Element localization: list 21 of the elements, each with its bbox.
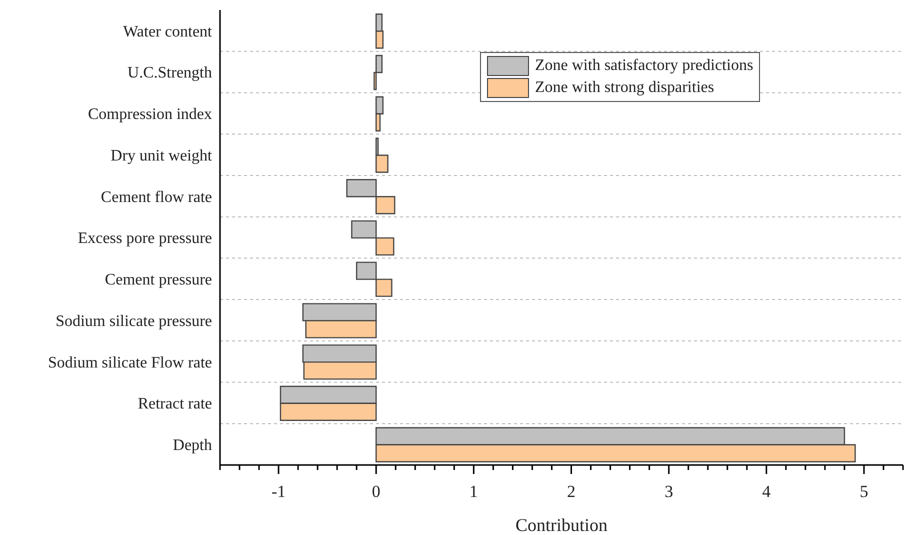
x-tick-label: 2 bbox=[567, 482, 576, 501]
y-tick-label: U.C.Strength bbox=[128, 64, 212, 82]
x-tick-label: 3 bbox=[664, 482, 674, 501]
y-tick-label: Sodium silicate pressure bbox=[56, 312, 212, 330]
y-tick-label: Cement pressure bbox=[104, 272, 212, 289]
y-tick-label: Cement flow rate bbox=[100, 188, 212, 206]
x-tick-label: 1 bbox=[469, 482, 478, 501]
x-tick-label: -1 bbox=[271, 482, 286, 501]
x-tick-label: 4 bbox=[762, 482, 772, 501]
y-tick-label: Retract rate bbox=[138, 396, 212, 413]
y-tick-label: Compression index bbox=[88, 106, 212, 124]
x-tick-label: 5 bbox=[860, 482, 868, 501]
y-tick-label: Excess pore pressure bbox=[78, 230, 212, 248]
y-tick-label: Sodium silicate Flow rate bbox=[48, 354, 212, 372]
y-tick-label: Water content bbox=[123, 23, 213, 40]
x-tick-label: 0 bbox=[372, 482, 380, 501]
y-tick-label: Depth bbox=[172, 437, 212, 454]
y-tick-label: Dry unit weight bbox=[110, 147, 213, 164]
legend-label: Zone with satisfactory predictions bbox=[534, 56, 754, 76]
legend-label: Zone with strong disparities bbox=[534, 78, 716, 98]
x-axis-title: Contribution bbox=[515, 515, 608, 535]
